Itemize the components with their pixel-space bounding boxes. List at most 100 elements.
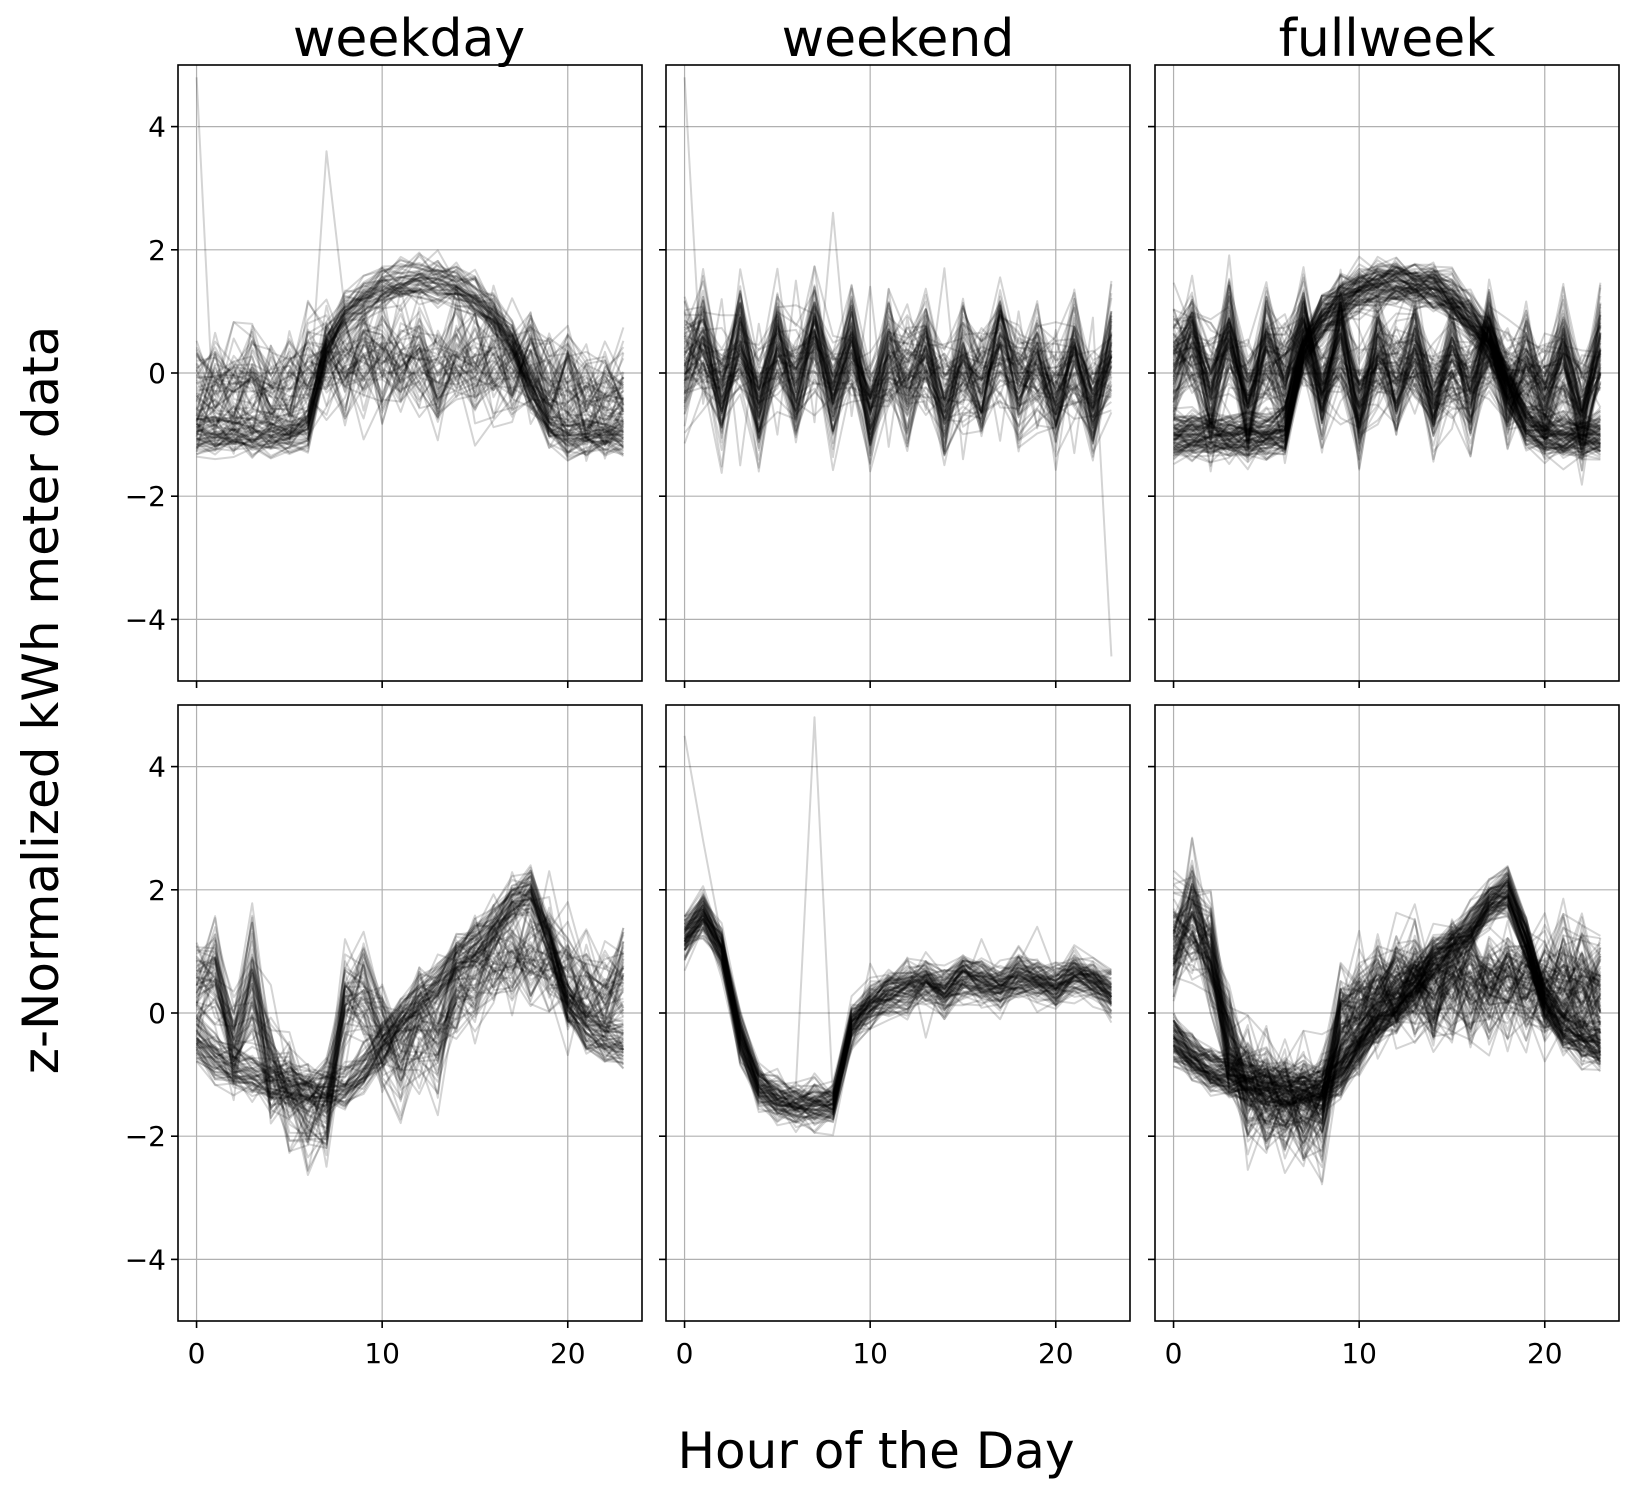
profile-line	[1173, 881, 1601, 1105]
profile-line	[1172, 894, 1602, 1137]
profile-line	[195, 285, 624, 445]
profile-line	[1172, 269, 1601, 442]
profile-line	[1172, 930, 1602, 1126]
profile-line	[1172, 889, 1602, 1102]
profile-line	[1173, 268, 1601, 458]
profile-line	[1172, 895, 1602, 1113]
profile-line	[1173, 289, 1601, 454]
profile-line	[1172, 308, 1602, 463]
profile-line	[195, 898, 624, 1106]
subplot-r1-c2: 0 10 20	[1148, 704, 1620, 1370]
profile-line	[1172, 904, 1602, 1134]
profile-line	[683, 300, 1113, 428]
profile-line	[196, 279, 624, 456]
profile-line	[1172, 272, 1601, 419]
profile-line	[1172, 916, 1601, 1171]
profile-line	[1173, 284, 1601, 456]
profile-line	[1172, 866, 1602, 1075]
profile-line	[683, 307, 1113, 428]
profile-line	[683, 328, 1113, 439]
profile-line	[1172, 278, 1601, 447]
profile-line	[195, 935, 624, 1117]
profile-line	[196, 899, 624, 1159]
profile-line	[1172, 300, 1602, 422]
profile-line	[684, 908, 1113, 1101]
profile-line	[683, 309, 1113, 437]
profile-line	[1172, 911, 1602, 1134]
profile-line	[1172, 296, 1602, 445]
profile-line	[1173, 287, 1601, 457]
profile-line	[683, 908, 1113, 1105]
profile-line	[1173, 879, 1601, 1093]
profile-line	[196, 275, 624, 441]
profile-line	[195, 298, 625, 449]
profile-line	[195, 312, 625, 422]
profile-line	[1172, 334, 1602, 473]
profile-line	[1172, 302, 1602, 444]
profile-line	[1172, 869, 1602, 1123]
profile-line	[1172, 882, 1602, 1134]
y-tick-label: −4	[125, 1243, 166, 1276]
profile-line	[1172, 938, 1602, 1143]
profile-line	[1173, 900, 1601, 1110]
profile-line	[1172, 290, 1601, 457]
profile-line	[196, 318, 625, 433]
profile-line	[1173, 280, 1601, 456]
profile-line	[1173, 894, 1602, 1097]
profile-line	[1172, 879, 1601, 1096]
profile-line	[196, 328, 625, 436]
profile-line	[1172, 892, 1601, 1103]
profile-line	[684, 286, 1113, 422]
profile-line	[1172, 903, 1601, 1114]
profile-line	[683, 291, 1113, 468]
profile-line	[196, 276, 624, 451]
profile-line	[683, 903, 1113, 1108]
profile-line	[1172, 292, 1602, 435]
profile-line	[196, 891, 624, 1101]
profile-line	[1172, 902, 1602, 1138]
profile-line	[1172, 310, 1602, 455]
profile-line	[196, 277, 624, 458]
profile-line	[683, 310, 1113, 426]
profile-line	[1172, 309, 1602, 438]
profile-line	[195, 918, 625, 1114]
profile-line	[1173, 286, 1601, 454]
profile-line	[683, 305, 1113, 452]
profile-line	[1172, 895, 1602, 1089]
y-tick-label: −2	[125, 1120, 166, 1153]
profile-line	[1172, 913, 1601, 1137]
profile-line	[195, 910, 624, 1111]
profile-line	[196, 295, 625, 408]
profile-line	[1172, 887, 1602, 1087]
profile-line	[683, 908, 1112, 1113]
profile-line	[1173, 938, 1602, 1148]
profile-line	[1172, 894, 1602, 1097]
series-line	[195, 888, 624, 1088]
profile-line	[1173, 285, 1602, 461]
profile-line	[683, 284, 1113, 419]
profile-line	[683, 926, 1113, 1125]
profile-line	[1172, 911, 1602, 1156]
profile-line	[1172, 924, 1602, 1092]
profile-line	[196, 266, 625, 438]
profile-line	[1173, 265, 1602, 442]
profile-line	[196, 270, 624, 458]
profile-line	[683, 300, 1112, 444]
profile-line	[195, 901, 624, 1098]
profile-line	[1172, 290, 1602, 404]
profile-line	[195, 898, 625, 1111]
profile-line	[683, 289, 1113, 473]
x-tick-label: 10	[364, 1337, 400, 1370]
profile-line	[1172, 916, 1602, 1146]
profile-line	[1173, 306, 1602, 412]
profile-line	[1172, 300, 1602, 436]
profile-line	[1172, 927, 1602, 1111]
profile-line	[1172, 304, 1602, 447]
profile-line	[195, 896, 625, 1125]
profile-line	[1172, 300, 1602, 457]
profile-line	[683, 928, 1112, 1119]
profile-line	[1173, 273, 1602, 452]
profile-line	[1172, 888, 1602, 1127]
profile-line	[1172, 295, 1601, 437]
profile-line	[196, 282, 624, 460]
